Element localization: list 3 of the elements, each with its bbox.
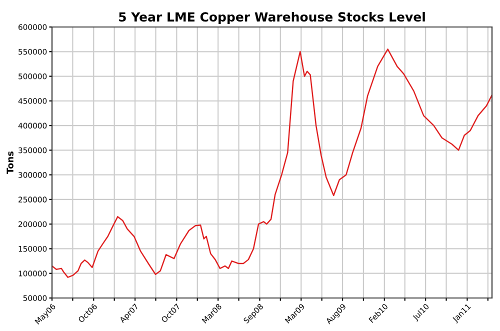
line-series	[52, 48, 492, 278]
y-axis-title: Tons	[6, 151, 14, 174]
chart-title: 5 Year LME Copper Warehouse Stocks Level	[119, 12, 425, 24]
